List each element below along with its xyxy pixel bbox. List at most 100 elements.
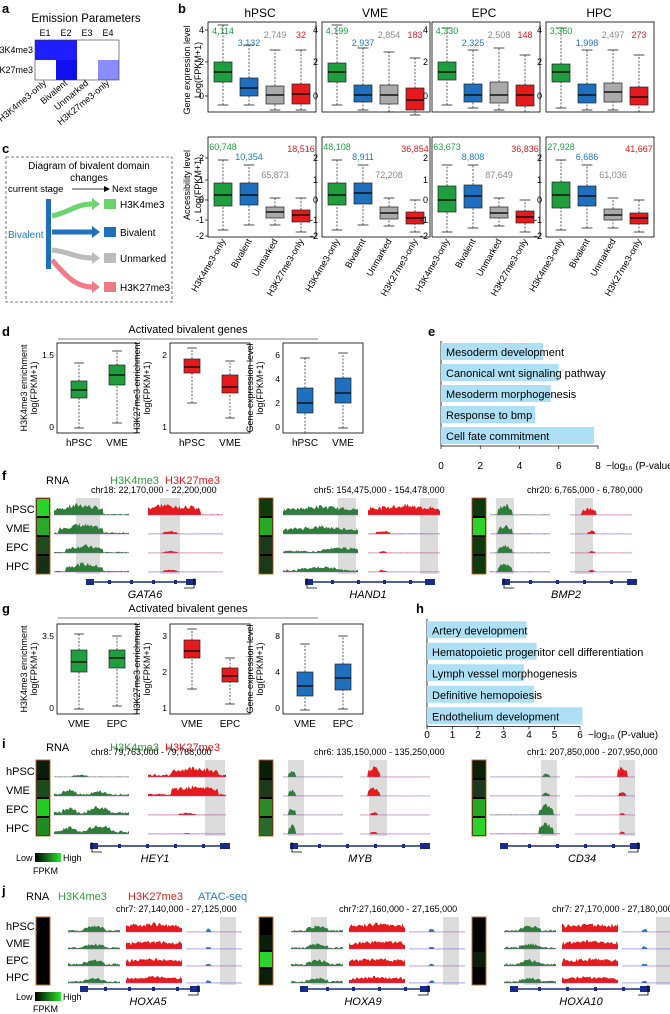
rna-heat-cell [473,818,485,835]
rna-heat-cell [260,799,272,816]
k27-signal [368,531,440,534]
hbar-tick: 0 [424,730,430,741]
b-expr-frame [545,21,655,113]
gene-exon [374,844,377,848]
locus-coord: chr18: 22,170,000 - 22,200,000 [91,485,217,495]
gene-exon [383,580,386,584]
b-acc-frame [207,136,317,238]
small-plot-group: VME [332,438,354,449]
rna-heat-cell [37,935,49,950]
hbar-tick: 8 [595,461,601,472]
k4-signal [490,563,550,572]
small-plot-frame [56,342,138,434]
gene-name: CD34 [568,853,596,865]
small-plot-tick: 2 [275,398,280,408]
hbar-term: Hematopoietic progenitor cell differenti… [432,647,643,659]
highlight-region [420,498,438,574]
locus-coord: chr20: 6,765,000 - 6,780,000 [527,485,643,495]
rna-heat-frame [471,497,487,575]
highlight-region [369,760,387,836]
gene-exon [502,579,510,585]
k4-signal [283,566,358,572]
k27-signal [126,957,182,966]
hbar-term: Response to bmp [446,410,532,422]
k4-signal [291,959,343,966]
j-scale-high: High [63,992,82,1002]
b-stage-title: EPC [472,6,497,20]
hbar-tick: 2 [475,730,481,741]
rna-heat-cell [260,952,272,967]
hbar-tick: 5 [552,730,558,741]
gene-exon [86,579,94,585]
k4-signal [291,977,343,983]
rna-heat-cell [37,761,49,778]
tss-arrow-icon [188,985,199,996]
small-plot-box [296,671,314,697]
k27-signal [148,531,223,534]
c-current-stage: current stage [8,184,63,195]
highlight-region [541,760,557,836]
hbar-tick: 2 [477,461,483,472]
rna-heat-frame [258,759,274,837]
small-plot-tick: 3.5 [42,631,54,641]
b-acc-tick: 2 [537,153,542,163]
b-acc-count: 10,354 [235,152,263,162]
rna-heat-cell [473,799,485,816]
gene-exon [318,844,321,848]
c-state-label: Unmarked [120,254,166,265]
j-legend-k27: H3K27me3 [128,891,183,903]
k27-signal [368,503,440,515]
c-arrow-tip [92,252,100,264]
i-scale-unit: FPKM [33,866,58,876]
hbar-bar [441,385,551,402]
gene-name: GATA6 [128,589,163,601]
rna-heat-cell [473,935,485,950]
k4-signal [283,547,358,553]
k4-signal [68,925,120,932]
k4-signal [283,505,358,515]
highlight-region [288,760,304,836]
k27-signal [575,792,635,796]
rna-heat-frame [35,497,51,575]
gene-exon [584,844,587,848]
rna-heat-cell [473,556,485,573]
gene-exon [500,843,508,849]
k27-signal [148,550,223,553]
panel-a-row: H3K4me3 [0,45,33,55]
hbar-tick: 4 [517,461,523,472]
gene-name: HOXA9 [344,996,381,1008]
gene-exon [108,580,111,584]
b-acc-tick: 2 [199,153,204,163]
b-expr-tick: 0 [199,91,204,101]
gene-exon [594,987,597,991]
rna-heat-frame [35,759,51,837]
locus-coord: chr6: 135,150,000 - 135,250,000 [314,747,445,757]
b-acc-tick: -2 [310,231,318,241]
k27-signal [562,923,618,932]
hbar-tick: 6 [577,730,583,741]
small-plot-group: VME [68,719,90,730]
c-source-label: Bivalent [8,230,44,241]
highlight-region [619,760,635,836]
i-legend-k27: H3K27me3 [165,742,220,754]
c-next-stage: Next stage [112,184,157,195]
b-expr-box [463,83,483,103]
b-expr-count: 4,330 [436,26,459,36]
c-state-swatch [104,253,116,263]
panel-letter-e: e [428,324,435,339]
k4-signal [490,822,560,834]
k4-signal [54,562,129,572]
b-acc-box [437,185,457,213]
k27-signal [368,551,440,553]
gene-exon [357,580,360,584]
b-xlabel: H3K4me3-only [189,237,228,294]
gene-exon [186,579,196,585]
k27-signal [360,766,430,777]
tss-arrow-icon [306,578,317,589]
b-xlabel: Bivalent [229,237,254,270]
stage-label: HPC [6,823,29,835]
small-plot-tick: 4 [275,374,280,384]
f-legend-k27: H3K27me3 [165,475,220,487]
b-acc-tick: -1 [534,215,542,225]
gene-exon [90,843,98,849]
